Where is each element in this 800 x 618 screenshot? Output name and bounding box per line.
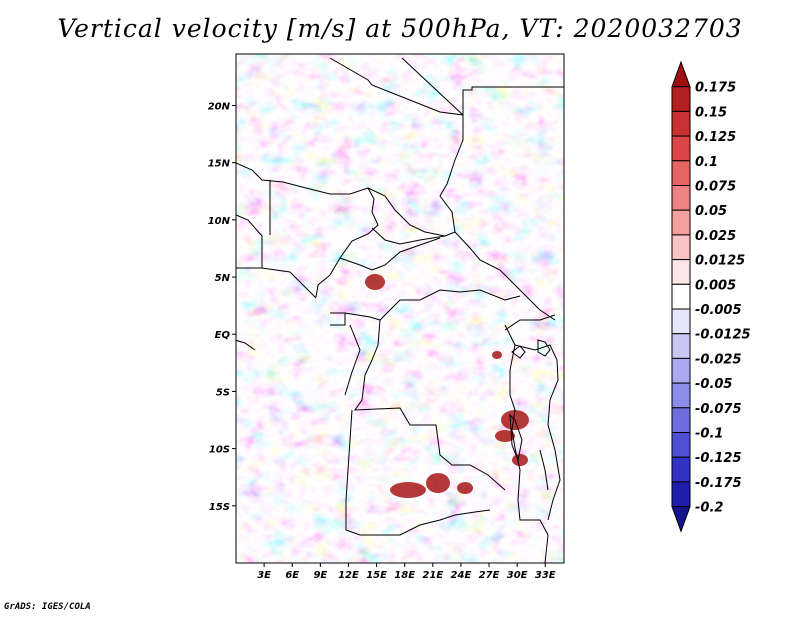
colorbar-swatch xyxy=(671,110,691,137)
lat-tick-label: 15S xyxy=(209,502,230,513)
colorbar-level-label: 0.1 xyxy=(695,155,718,170)
colorbar-level-label: -0.2 xyxy=(695,501,723,516)
colorbar-level-label: 0.075 xyxy=(695,180,736,195)
lon-tick-label: 3E xyxy=(257,570,271,581)
lon-tick-label: 12E xyxy=(338,570,359,581)
colorbar-swatch xyxy=(671,333,691,359)
lon-tick-label: 21E xyxy=(422,570,443,581)
colorbar-bottom-arrow xyxy=(671,506,691,533)
lat-tick-label: 5S xyxy=(216,387,230,398)
colorbar-swatch xyxy=(671,456,691,483)
lon-tick-label: 15E xyxy=(366,570,387,581)
colorbar-level-label: -0.075 xyxy=(695,402,742,417)
vertical-velocity-field xyxy=(236,54,564,563)
colorbar-level-label: -0.175 xyxy=(695,476,742,491)
colorbar-swatch xyxy=(671,382,691,409)
map-plot-area xyxy=(236,54,564,563)
lakes xyxy=(509,339,551,491)
colorbar-swatch xyxy=(671,209,691,236)
colorbar-swatch xyxy=(671,308,691,335)
colorbar-swatch xyxy=(671,357,691,384)
colorbar-swatch xyxy=(671,135,691,162)
lat-tick-label: 5N xyxy=(215,273,231,284)
colorbar-swatch xyxy=(671,481,691,508)
lat-tick-label: 10S xyxy=(209,445,230,456)
lon-tick-label: 18E xyxy=(394,570,415,581)
colorbar-level-label: 0.125 xyxy=(695,130,736,145)
country-borders xyxy=(236,57,564,563)
lat-tick-label: 20N xyxy=(208,101,231,112)
colorbar-level-label: 0.05 xyxy=(695,204,727,219)
lon-tick-label: 6E xyxy=(285,570,299,581)
lon-tick-label: 27E xyxy=(479,570,500,581)
colorbar-level-label: 0.005 xyxy=(695,278,736,293)
colorbar-level-label: 0.175 xyxy=(695,81,736,96)
colorbar-level-label: -0.025 xyxy=(695,352,742,367)
strong-ascent-patches xyxy=(365,274,529,498)
lat-tick-label: 10N xyxy=(208,216,231,227)
colorbar-swatch xyxy=(671,234,691,261)
lon-tick-label: 30E xyxy=(507,570,528,581)
colorbar-level-label: -0.05 xyxy=(695,377,732,392)
map-frame xyxy=(235,53,565,564)
colorbar-level-label: -0.1 xyxy=(695,427,723,442)
lon-tick-label: 9E xyxy=(313,570,327,581)
latitude-axis: 20N 15N 10N 5N EQ 5S 10S 15S xyxy=(208,101,236,513)
colorbar: 0.175 0.15 0.125 0.1 0.075 0.05 0.025 0.0125 0.0… xyxy=(671,60,751,533)
colorbar-swatch xyxy=(671,86,691,112)
lon-tick-label: 33E xyxy=(535,570,556,581)
lat-tick-label: 15N xyxy=(208,159,231,170)
colorbar-level-label: -0.125 xyxy=(695,451,742,466)
chart-title: Vertical velocity [m/s] at 500hPa, VT: 2… xyxy=(57,14,743,43)
grads-credit: GrADS: IGES/COLA xyxy=(4,602,91,612)
colorbar-level-label: 0.0125 xyxy=(695,254,745,269)
lon-tick-label: 24E xyxy=(451,570,472,581)
colorbar-level-label: -0.0125 xyxy=(695,328,751,343)
colorbar-level-label: 0.15 xyxy=(695,105,727,120)
lat-tick-label: EQ xyxy=(215,330,231,341)
colorbar-swatch xyxy=(671,185,691,211)
colorbar-swatch xyxy=(671,432,691,458)
colorbar-swatch xyxy=(671,407,691,433)
colorbar-level-label: 0.025 xyxy=(695,229,736,244)
colorbar-swatch xyxy=(671,259,691,285)
longitude-axis: 3E 6E 9E 12E 15E 18E 21E 24E 27E 30E 33E xyxy=(257,563,556,581)
colorbar-level-label: -0.005 xyxy=(695,303,742,318)
colorbar-swatch xyxy=(671,283,691,310)
colorbar-top-arrow xyxy=(671,60,691,88)
colorbar-swatch xyxy=(671,160,691,187)
